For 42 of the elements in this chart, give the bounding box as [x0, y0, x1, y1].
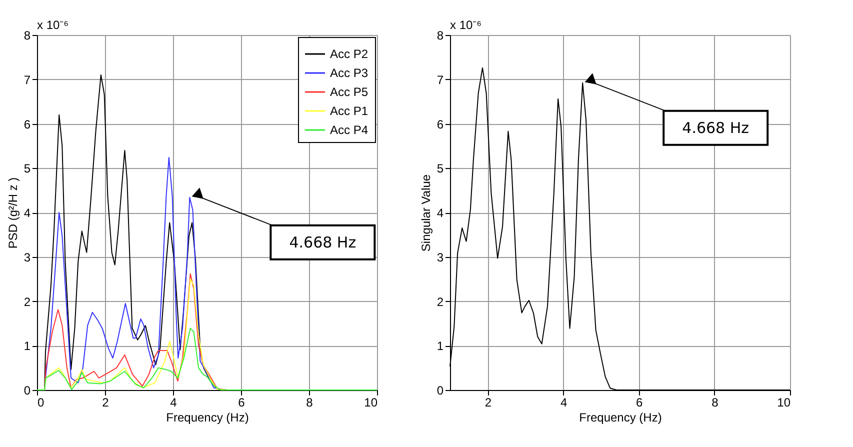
y-tick-label: 2: [436, 294, 444, 309]
y-tick-label: 5: [436, 162, 444, 176]
y-axis-title: Singular Value: [418, 174, 433, 252]
y-tick-label: 7: [436, 72, 444, 87]
legend-label: Acc P1: [330, 104, 368, 118]
text: x 10⁻⁶: [37, 18, 69, 32]
y-tick-label: 1: [24, 339, 31, 354]
annotation: 4.668 Hz: [682, 118, 750, 137]
x-tick-label: 4: [170, 396, 178, 410]
x-tick-label: 0: [38, 396, 44, 410]
y-tick-label: 6: [436, 117, 444, 132]
y-tick-label: 2: [24, 294, 31, 309]
x-axis-title: Frequency (Hz): [166, 410, 249, 424]
y-tick-label: 8: [436, 28, 444, 42]
y-tick-label: 7: [24, 72, 31, 87]
x-tick-label: 6: [636, 396, 644, 410]
annotation: 4.668 Hz: [289, 233, 356, 252]
x-tick-label: 8: [712, 396, 719, 410]
y-tick-label: 1: [436, 339, 444, 354]
y-tick-label: 5: [24, 162, 31, 176]
x-axis-title: Frequency (Hz): [579, 410, 662, 424]
legend-label: Acc P5: [330, 85, 368, 99]
y-tick-label: 0: [24, 384, 31, 398]
legend-label: Acc P2: [330, 47, 368, 61]
legend-label: Acc P3: [330, 66, 368, 80]
y-tick-label: 3: [436, 250, 444, 264]
y-tick-label: 0: [436, 384, 444, 398]
y-tick-label: 4: [436, 206, 444, 220]
x-tick-label: 8: [306, 396, 314, 410]
x-tick-label: 6: [238, 396, 246, 410]
y-tick-label: 4: [24, 206, 31, 220]
x-tick-label: 4: [560, 396, 568, 410]
y-axis-title: PSD (g²/H z ): [6, 177, 20, 249]
y-tick-label: 6: [24, 117, 31, 132]
y-tick-label: 3: [24, 250, 31, 264]
x-tick-label: 10: [364, 396, 378, 410]
y-tick-label: 8: [24, 28, 31, 42]
text: x 10⁻⁶: [450, 18, 482, 32]
legend-label: Acc P4: [330, 123, 368, 137]
x-tick-label: 2: [102, 396, 110, 410]
x-tick-label: 10: [777, 396, 791, 410]
x-tick-label: 2: [484, 396, 492, 410]
